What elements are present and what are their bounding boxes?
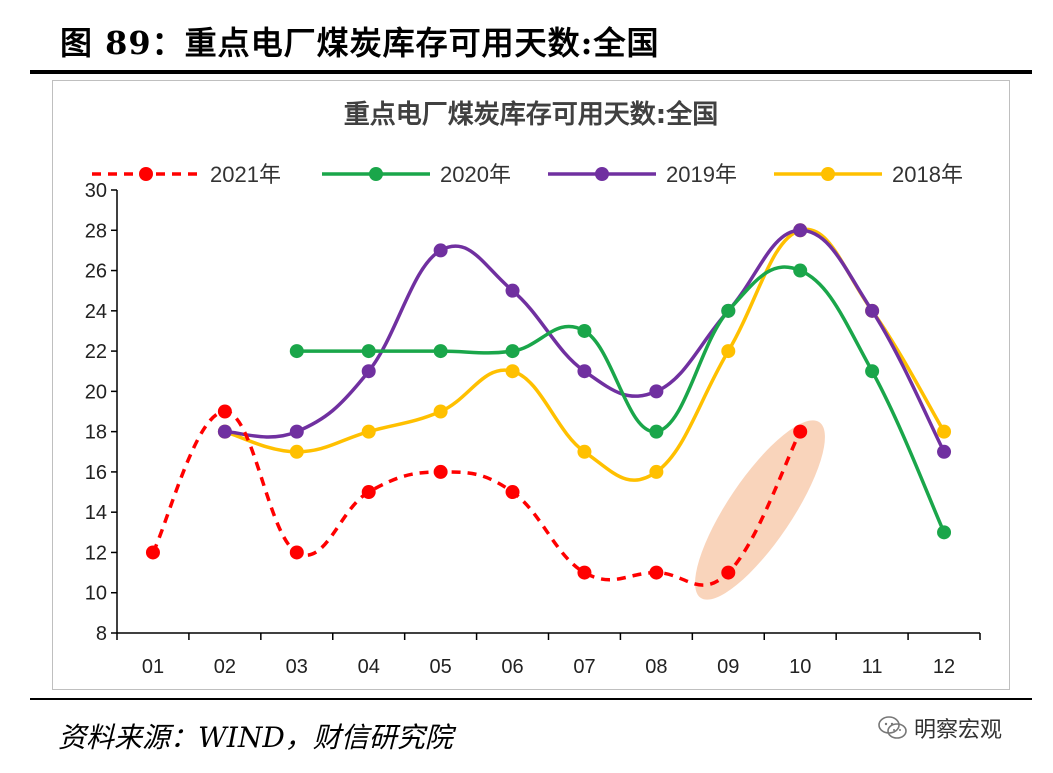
data-point [721, 565, 736, 580]
data-point [937, 525, 952, 540]
data-point [433, 404, 448, 419]
data-point [649, 565, 664, 580]
legend: 2021年 2020年 2019年 2018年 [92, 162, 963, 187]
y-tick-label: 16 [85, 462, 107, 484]
data-point [649, 384, 664, 399]
legend-swatch-marker [369, 167, 383, 181]
y-tick-label: 10 [85, 583, 107, 605]
data-point [289, 444, 304, 459]
legend-label: 2021年 [210, 162, 281, 187]
data-point [289, 545, 304, 560]
y-tick-label: 22 [85, 341, 107, 363]
y-tick-label: 28 [85, 220, 107, 242]
data-point [289, 344, 304, 359]
axes: 8 10 12 14 16 18 20 22 24 26 28 30 01 02 03 04 05 06 07 08 0… [85, 180, 981, 678]
y-tick-label: 18 [85, 422, 107, 444]
x-tick-label: 08 [645, 656, 667, 678]
data-point [433, 243, 448, 258]
data-point [145, 545, 160, 560]
x-tick-label: 01 [142, 656, 164, 678]
data-point [433, 464, 448, 479]
legend-swatch-marker [821, 167, 835, 181]
watermark: 明察宏观 [878, 712, 1002, 744]
data-point [649, 424, 664, 439]
y-tick-label: 24 [85, 301, 107, 323]
legend-label: 2020年 [440, 162, 511, 187]
y-tick-label: 8 [96, 623, 107, 645]
series-2020年 [289, 263, 952, 540]
data-point [721, 303, 736, 318]
data-point [577, 444, 592, 459]
y-tick-label: 12 [85, 542, 107, 564]
legend-item: 2019年 [548, 162, 737, 187]
x-tick-label: 06 [501, 656, 523, 678]
x-tick-label: 03 [286, 656, 308, 678]
x-tick-label: 02 [214, 656, 236, 678]
data-point [361, 424, 376, 439]
legend-swatch-marker [595, 167, 609, 181]
x-tick-label: 10 [789, 656, 811, 678]
series-layer [145, 223, 952, 587]
data-point [937, 444, 952, 459]
x-tick-label: 04 [358, 656, 380, 678]
watermark-text: 明察宏观 [914, 718, 1003, 743]
data-point [577, 323, 592, 338]
series-line [296, 265, 946, 534]
data-point [649, 464, 664, 479]
x-tick-label: 09 [717, 656, 739, 678]
wechat-icon [878, 716, 907, 739]
series-2019年 [217, 223, 952, 459]
data-point [865, 364, 880, 379]
series-line [151, 409, 802, 587]
legend-swatch-marker [139, 167, 153, 181]
x-tick-label: 07 [573, 656, 595, 678]
chart-title: 重点电厂煤炭库存可用天数:全国 [344, 99, 718, 130]
data-point [577, 565, 592, 580]
data-point [505, 344, 520, 359]
legend-label: 2019年 [666, 162, 737, 187]
data-point [217, 404, 232, 419]
x-tick-label: 05 [430, 656, 452, 678]
data-point [793, 263, 808, 278]
data-point [217, 424, 232, 439]
series-line [224, 228, 946, 453]
legend-item: 2018年 [774, 162, 963, 187]
data-point [793, 424, 808, 439]
figure-title: 图 89：重点电厂煤炭库存可用天数:全国 [60, 24, 660, 62]
data-point [937, 424, 952, 439]
source-note: 资料来源：WIND，财信研究院 [58, 721, 453, 754]
y-tick-label: 14 [85, 502, 107, 524]
legend-item: 2020年 [322, 162, 511, 187]
data-point [289, 424, 304, 439]
data-point [505, 283, 520, 298]
y-tick-label: 20 [85, 381, 107, 403]
data-point [577, 364, 592, 379]
data-point [505, 485, 520, 500]
data-point [865, 303, 880, 318]
data-point [433, 344, 448, 359]
data-point [793, 223, 808, 238]
legend-item: 2021年 [92, 162, 281, 187]
bottom-rule [30, 698, 1032, 700]
data-point [505, 364, 520, 379]
data-point [361, 485, 376, 500]
y-tick-label: 30 [85, 180, 107, 202]
series-line [224, 227, 946, 482]
x-tick-label: 12 [933, 656, 955, 678]
y-tick-label: 26 [85, 261, 107, 283]
highlight-ellipse [695, 420, 825, 600]
legend-label: 2018年 [892, 162, 963, 187]
top-rule [30, 70, 1032, 74]
data-point [361, 344, 376, 359]
series-2021年 [145, 404, 808, 587]
x-tick-label: 11 [862, 656, 883, 678]
data-point [361, 364, 376, 379]
data-point [721, 344, 736, 359]
